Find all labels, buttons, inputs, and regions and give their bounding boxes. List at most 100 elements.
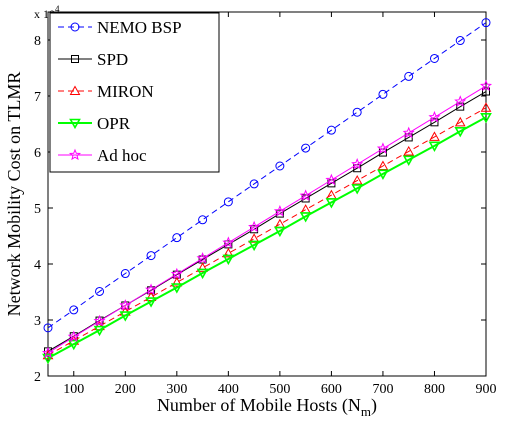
legend-label: MIRON [97,82,154,101]
legend-label: SPD [97,50,128,69]
data-point-star [273,205,286,217]
x-axis-label-close: ) [371,395,377,416]
data-point-triangle-down [377,169,389,180]
x-tick-label: 400 [218,382,239,397]
data-point-triangle-down [222,254,235,266]
legend: NEMO BSP SPD MIRON OPR Ad hoc [49,12,220,173]
legend-entry: OPR [58,114,131,133]
data-point-triangle-down [274,226,286,238]
data-point-circle [378,89,388,99]
data-point-circle [429,53,439,63]
data-point-triangle-up [171,276,183,287]
data-point-star [428,110,441,123]
legend-entry: SPD [58,50,128,69]
data-point-triangle-up [222,247,234,258]
legend-entry: NEMO BSP [58,18,182,37]
data-point-triangle-down [480,112,492,124]
data-point-star [454,95,467,107]
data-point-star [376,142,389,154]
series-nemo-bsp [43,18,491,333]
data-point-circle [352,107,362,117]
x-tick-label: 700 [372,382,393,397]
x-tick-label: 800 [424,382,445,397]
y-multiplier-exponent: 4 [55,4,60,14]
data-point-star [299,189,312,201]
data-point-triangle-up [480,102,492,112]
series-line [47,85,487,354]
data-point-circle [120,269,130,279]
y-axis-label: Network Mobility Cost on TLMR [4,72,24,317]
data-point-star [68,148,82,161]
data-point-triangle-up [454,116,466,127]
data-point-circle [223,197,233,207]
data-point-circle [95,286,105,296]
data-point-circle [172,233,182,243]
data-point-circle [455,36,465,46]
series-layer [41,18,493,365]
legend-label: NEMO BSP [97,18,182,37]
x-tick-label: 900 [476,382,497,397]
data-point-star [222,236,235,248]
data-point-circle [275,161,285,171]
data-point-star [119,299,132,311]
data-point-triangle-down [93,325,106,337]
axes-layer: 100 200 300 400 500 600 700 800 900 2 3 4 5 6 7 8 [34,12,497,397]
x-tick-label: 200 [115,382,136,397]
data-point-square [430,118,439,127]
data-point-circle [69,305,79,315]
data-point-triangle-down [67,339,80,351]
data-point-triangle-up [377,160,389,170]
data-point-star [67,330,80,342]
data-point-star [196,252,209,264]
data-point-circle [249,179,259,189]
x-tick-label: 100 [63,382,84,397]
data-point-triangle-up [69,85,81,95]
data-point-star [351,157,364,170]
data-point-triangle-up [403,145,415,156]
data-point-triangle-down [145,297,157,308]
x-tick-label: 500 [269,382,290,397]
data-point-triangle-down [170,283,183,294]
x-tick-label: 300 [166,382,187,397]
data-point-triangle-down [351,184,364,195]
data-point-triangle-down [402,155,415,166]
data-point-triangle-up [197,262,208,272]
data-point-square [456,102,465,111]
data-point-star [402,126,415,139]
data-point-circle [146,251,156,261]
x-tick-label: 600 [321,382,342,397]
data-point-star [479,79,493,92]
data-point-triangle-down [69,118,81,130]
data-point-square [71,55,79,63]
data-point-triangle-down [196,268,209,280]
data-point-star [93,314,106,327]
data-point-circle [326,125,336,135]
data-point-triangle-down [119,311,132,322]
y-tick-label: 5 [34,202,41,217]
data-point-star [170,267,183,280]
data-point-circle [198,215,208,225]
series-ad-hoc [41,79,493,359]
data-point-triangle-up [248,233,260,243]
legend-entry: MIRON [58,82,154,101]
data-point-circle [404,71,414,81]
data-point-triangle-down [248,240,260,252]
x-axis-label-subscript: m [361,404,371,419]
legend-label: OPR [97,114,131,133]
y-tick-label: 2 [34,370,41,385]
data-point-circle [70,22,80,32]
data-point-circle [301,143,311,153]
data-point-triangle-down [454,126,467,138]
data-point-star [325,173,338,186]
data-point-square [147,286,156,295]
data-point-triangle-down [42,353,54,365]
series-opr [42,112,492,365]
y-tick-label: 4 [34,258,41,273]
x-axis-label: Number of Mobile Hosts (Nm) [157,395,377,419]
data-point-star [248,220,261,233]
y-tick-label: 3 [34,314,41,329]
data-point-triangle-down [299,212,312,223]
data-point-triangle-up [351,175,363,185]
y-tick-label: 7 [34,90,41,105]
